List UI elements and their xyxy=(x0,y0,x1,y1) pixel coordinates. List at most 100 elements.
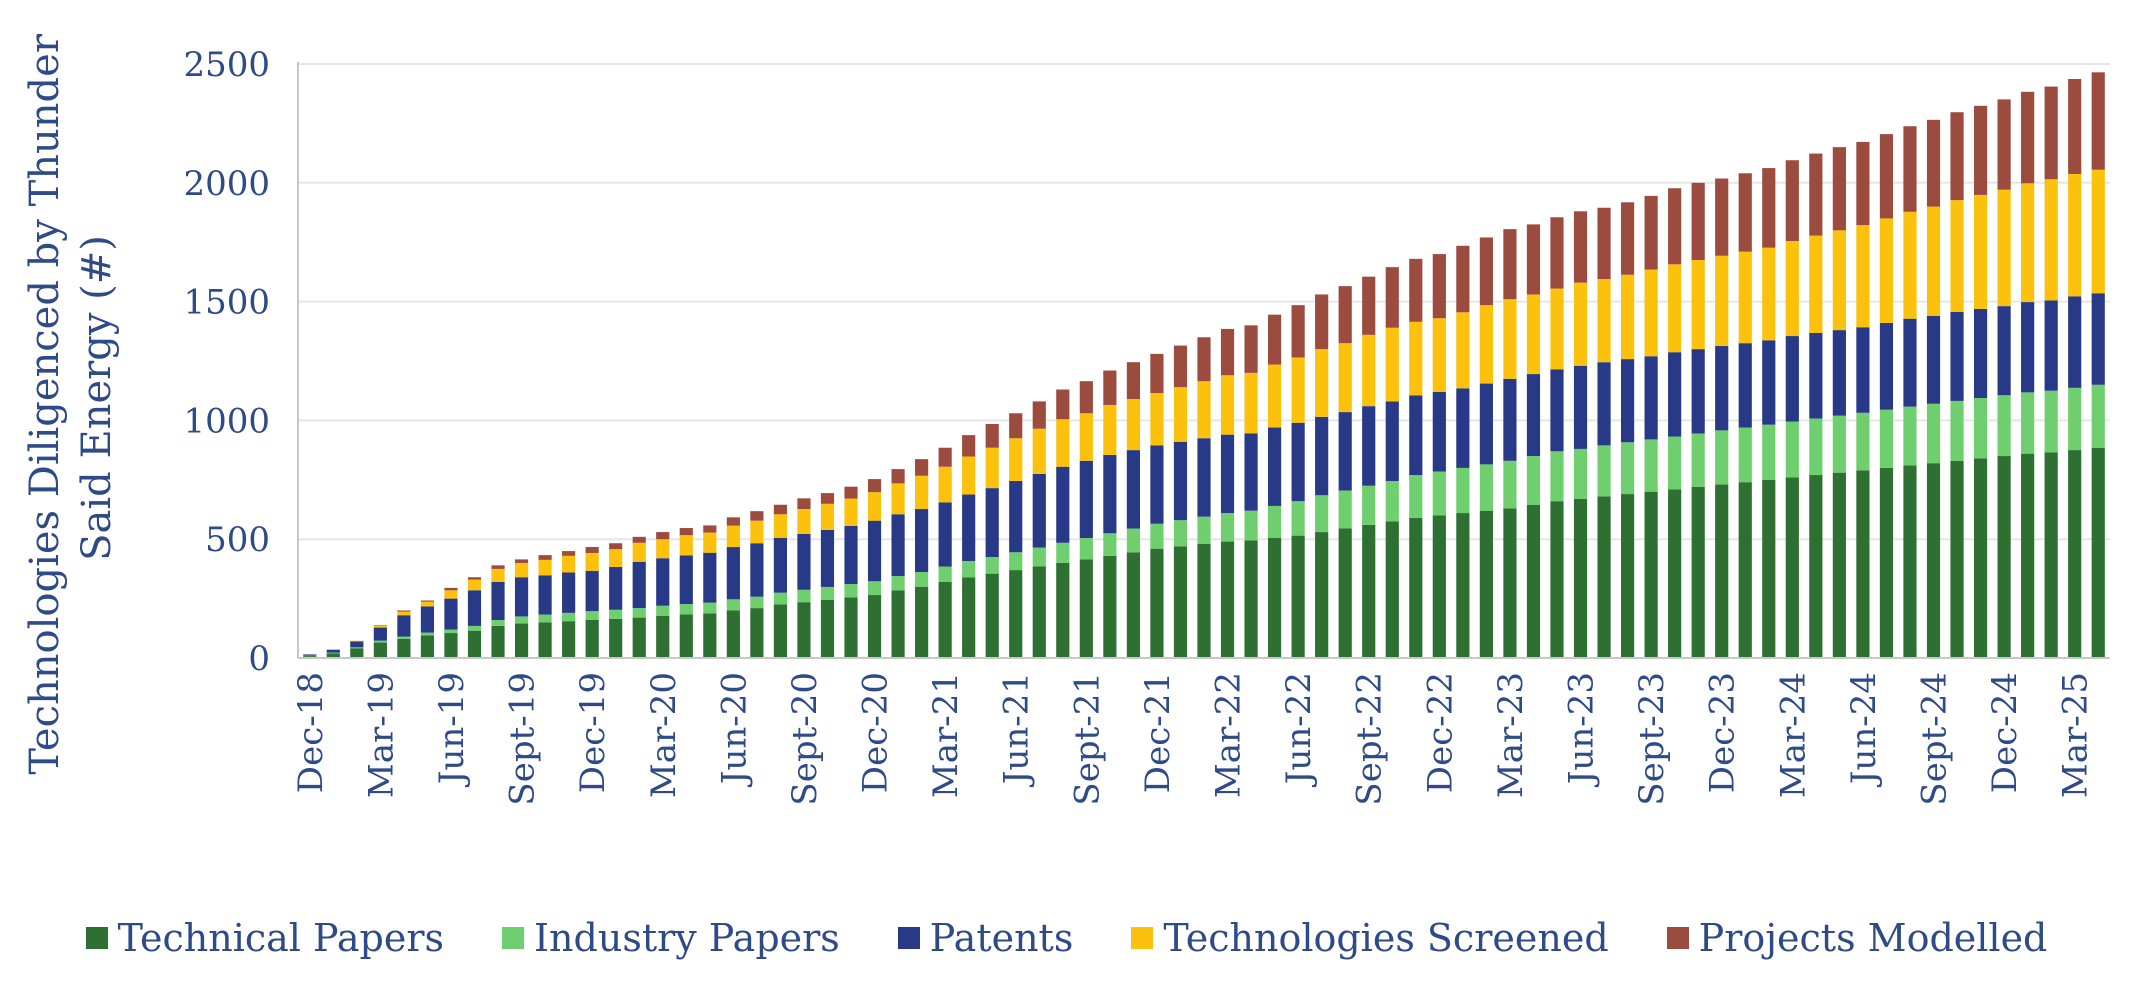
bar-projects-modelled-Mar-20 xyxy=(656,532,670,540)
axes xyxy=(297,62,2110,659)
bar-technologies-screened-May-19 xyxy=(420,601,435,607)
bar-patents-Mar-25 xyxy=(2068,296,2082,388)
bar-patents-Jan-24 xyxy=(1738,343,1752,428)
bar-projects-modelled-Jul-21 xyxy=(1032,401,1046,429)
bar-patents-Aug-20 xyxy=(773,538,788,593)
bar-projects-modelled-Nov-21 xyxy=(1126,362,1140,400)
bar-projects-modelled-Dec-22 xyxy=(1432,254,1446,319)
bar-technologies-screened-Nov-22 xyxy=(1409,321,1423,396)
bar-technical-papers-Oct-24 xyxy=(1950,460,1964,658)
bar-technologies-screened-Nov-23 xyxy=(1691,260,1705,350)
bar-industry-papers-Sept-22 xyxy=(1362,485,1376,525)
bar-industry-papers-Apr-23 xyxy=(1526,456,1541,505)
bar-technical-papers-Sept-20 xyxy=(797,602,811,658)
bar-technical-papers-Nov-23 xyxy=(1691,486,1705,658)
bar-patents-Apr-25 xyxy=(2091,293,2105,385)
bar-patents-Jul-21 xyxy=(1032,473,1046,548)
legend-item-patents: Patents xyxy=(897,916,1073,960)
bar-projects-modelled-Oct-19 xyxy=(538,555,552,560)
bar-industry-papers-Mar-24 xyxy=(1785,421,1799,478)
bar-industry-papers-Jul-24 xyxy=(1879,409,1894,468)
bar-technologies-screened-Oct-22 xyxy=(1385,327,1399,402)
bar-patents-Dec-24 xyxy=(1997,306,2011,396)
bar-technologies-screened-Jul-21 xyxy=(1032,428,1046,474)
bar-technologies-screened-Apr-25 xyxy=(2091,169,2105,294)
bar-patents-Nov-24 xyxy=(1973,308,1988,399)
bar-technologies-screened-Mar-22 xyxy=(1220,375,1235,435)
bar-industry-papers-Apr-24 xyxy=(1809,418,1823,476)
bar-patents-Jul-24 xyxy=(1879,322,1894,410)
bar-technologies-screened-Sept-19 xyxy=(514,562,529,578)
bar-technical-papers-May-21 xyxy=(985,573,999,658)
bar-technical-papers-Sept-21 xyxy=(1079,559,1093,658)
series-industry-papers xyxy=(303,384,2105,657)
bar-projects-modelled-Dec-21 xyxy=(1150,353,1164,394)
legend-swatch-industry-papers xyxy=(502,927,525,949)
bar-technical-papers-Aug-24 xyxy=(1903,465,1917,658)
bar-projects-modelled-Apr-19 xyxy=(397,610,411,612)
bar-technical-papers-Dec-23 xyxy=(1715,484,1729,658)
bar-projects-modelled-Feb-24 xyxy=(1762,168,1776,248)
bar-industry-papers-Dec-19 xyxy=(585,611,599,620)
bar-technical-papers-May-20 xyxy=(703,613,717,658)
stacked-bar-chart: 0 500 1000 1500 2000 2500 Dec-18 Mar-19 Jun-19 S… xyxy=(22,33,2110,806)
bar-patents-Jun-23 xyxy=(1573,365,1588,449)
bar-technologies-screened-Mar-19 xyxy=(373,625,387,628)
bar-technologies-screened-Mar-20 xyxy=(656,539,670,559)
bar-projects-modelled-Jan-22 xyxy=(1173,345,1188,388)
bar-patents-Nov-23 xyxy=(1691,349,1705,434)
bar-technical-papers-Apr-23 xyxy=(1526,504,1541,658)
x-tick-label: Dec-22 xyxy=(1420,672,1460,793)
bar-technologies-screened-Jan-21 xyxy=(891,483,905,515)
bar-technical-papers-Apr-21 xyxy=(962,577,976,658)
bar-industry-papers-Dec-24 xyxy=(1997,395,2011,457)
bar-industry-papers-Jan-22 xyxy=(1173,520,1188,547)
bar-patents-Jun-21 xyxy=(1009,480,1023,553)
bar-technologies-screened-Apr-21 xyxy=(962,456,976,495)
bar-patents-Apr-21 xyxy=(962,494,976,562)
x-tick-label: Sept-21 xyxy=(1067,672,1107,806)
bar-technologies-screened-Oct-21 xyxy=(1103,404,1117,455)
bar-patents-Jun-24 xyxy=(1856,327,1870,413)
bar-patents-Dec-20 xyxy=(867,520,882,582)
bar-technical-papers-Apr-22 xyxy=(1244,540,1258,658)
y-tick-labels: 0 500 1000 1500 2000 2500 xyxy=(183,45,270,679)
legend-swatch-patents xyxy=(897,927,920,949)
bar-projects-modelled-Dec-23 xyxy=(1715,178,1729,256)
bar-technologies-screened-Sept-20 xyxy=(797,509,811,534)
x-tick-label: Jun-20 xyxy=(714,672,754,787)
bar-technologies-screened-Aug-22 xyxy=(1338,343,1352,413)
bar-industry-papers-Mar-21 xyxy=(938,566,952,582)
bar-patents-May-22 xyxy=(1268,427,1282,506)
bar-technologies-screened-Nov-20 xyxy=(844,498,858,526)
x-tick-label: Jun-19 xyxy=(432,672,472,787)
bar-technical-papers-Jan-23 xyxy=(1456,513,1470,658)
bar-projects-modelled-Aug-23 xyxy=(1620,202,1635,275)
bar-patents-Feb-24 xyxy=(1762,340,1776,425)
bar-technical-papers-Feb-21 xyxy=(915,586,929,658)
bar-patents-Sept-21 xyxy=(1079,460,1093,539)
bar-technologies-screened-Jul-22 xyxy=(1315,349,1329,417)
bar-patents-Dec-23 xyxy=(1715,346,1729,431)
bar-technologies-screened-May-21 xyxy=(985,447,999,489)
legend-swatch-technical-papers xyxy=(85,927,108,949)
bar-technical-papers-Dec-19 xyxy=(585,619,599,658)
legend-swatch-technologies-screened xyxy=(1131,927,1154,949)
bar-patents-Jul-23 xyxy=(1597,362,1611,446)
bar-projects-modelled-Aug-20 xyxy=(773,504,788,515)
bar-patents-Jan-22 xyxy=(1173,441,1188,521)
bar-technical-papers-Jun-20 xyxy=(726,610,740,658)
bar-industry-papers-Jul-22 xyxy=(1315,495,1329,533)
bar-projects-modelled-Sept-23 xyxy=(1644,195,1658,270)
x-tick-labels: Dec-18 Mar-19 Jun-19 Sept-19 Dec-19 Mar-20 Jun… xyxy=(291,672,2096,806)
bar-patents-Aug-23 xyxy=(1620,359,1635,443)
bar-industry-papers-Nov-23 xyxy=(1691,433,1705,487)
bar-technologies-screened-Mar-24 xyxy=(1785,241,1799,337)
bar-industry-papers-Mar-22 xyxy=(1220,513,1235,542)
bar-projects-modelled-Nov-20 xyxy=(844,486,858,499)
y-tick-label: 1000 xyxy=(183,401,270,441)
bar-patents-Aug-21 xyxy=(1056,466,1070,543)
legend-label: Industry Papers xyxy=(534,916,840,960)
bar-industry-papers-Aug-20 xyxy=(773,592,788,605)
legend-item-technologies-screened: Technologies Screened xyxy=(1131,916,1609,960)
